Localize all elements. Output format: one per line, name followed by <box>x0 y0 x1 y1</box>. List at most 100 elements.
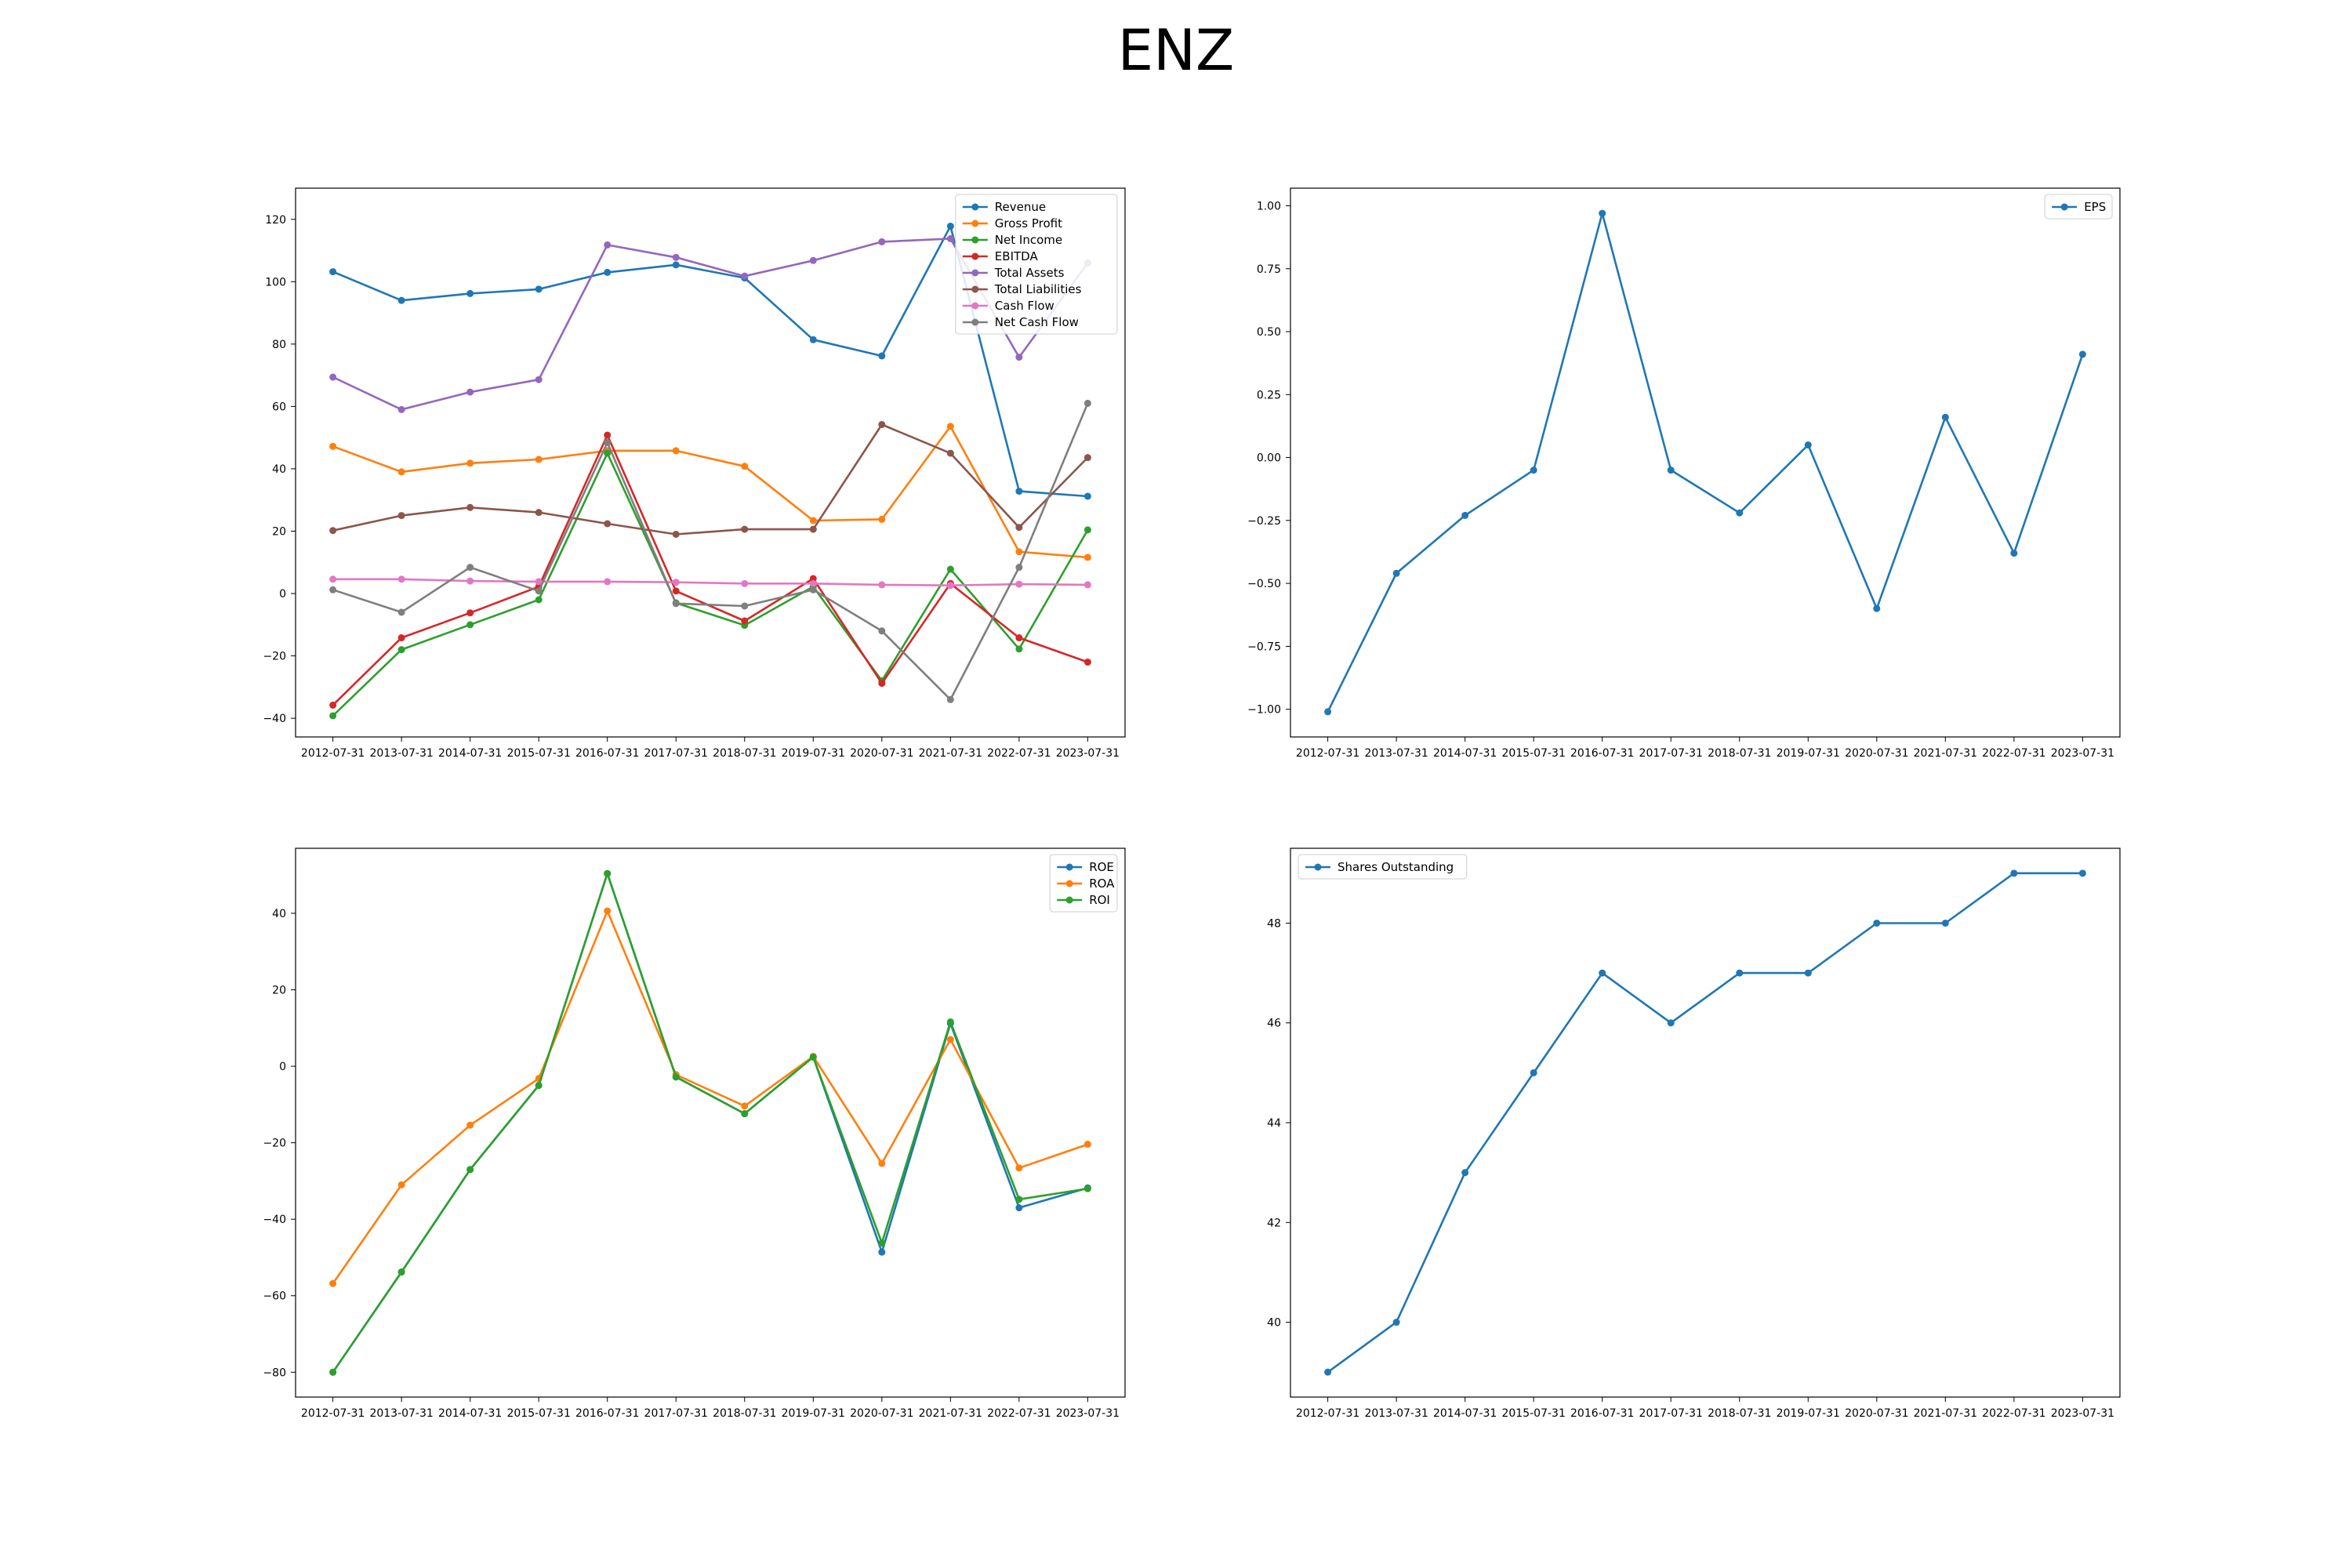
series-revenue-point <box>329 268 337 276</box>
y-tick-label: 40 <box>1267 1317 1281 1330</box>
series-cash-flow-point <box>946 582 954 590</box>
y-tick-label: 0.50 <box>1257 326 1281 339</box>
legend-entry: Net Income <box>995 233 1062 247</box>
y-tick-label: −80 <box>263 1367 286 1379</box>
series-total-assets-point <box>946 234 954 242</box>
y-tick-label: 42 <box>1267 1217 1281 1229</box>
x-tick-label: 2022-07-31 <box>987 747 1051 760</box>
legend-entry: Net Cash Flow <box>995 315 1079 329</box>
series-total-liabilities-point <box>878 420 886 428</box>
x-tick-label: 2023-07-31 <box>2051 1407 2114 1420</box>
x-tick-label: 2020-07-31 <box>850 747 913 760</box>
series-eps-point <box>1392 569 1400 577</box>
series-eps-point <box>1736 509 1744 517</box>
legend-swatch-marker <box>971 252 979 260</box>
series-eps-point <box>1667 466 1675 474</box>
x-tick-label: 2020-07-31 <box>1845 1407 1908 1420</box>
series-total-liabilities-point <box>672 530 680 538</box>
legend-swatch-marker <box>1065 863 1073 871</box>
y-tick-label: 120 <box>265 214 286 227</box>
series-revenue-point <box>878 352 886 360</box>
series-roa-line <box>332 909 1088 1284</box>
y-tick-label: −40 <box>263 1214 286 1226</box>
series-roi-point <box>809 1053 817 1061</box>
series-net-cash-flow-point <box>741 602 749 610</box>
series-gross-profit-point <box>946 423 954 430</box>
series-roa-point <box>1083 1141 1091 1149</box>
series-net-cash-flow-point <box>672 600 680 608</box>
y-tick-label: −20 <box>263 651 286 663</box>
series-ebitda-point <box>1015 634 1023 642</box>
x-tick-label: 2020-07-31 <box>1845 747 1908 760</box>
series-total-assets-point <box>535 376 543 383</box>
series-revenue-point <box>1083 492 1091 500</box>
legend-entry: ROA <box>1089 877 1115 891</box>
y-tick-label: −40 <box>263 713 286 725</box>
y-tick-label: 48 <box>1267 917 1281 930</box>
x-tick-label: 2021-07-31 <box>1914 1407 1977 1420</box>
x-tick-label: 2019-07-31 <box>782 747 845 760</box>
series-roi-point <box>329 1368 337 1376</box>
legend-swatch-marker <box>1065 896 1073 904</box>
series-net-cash-flow-point <box>1083 399 1091 407</box>
x-tick-label: 2018-07-31 <box>713 1407 776 1420</box>
y-tick-label: 40 <box>272 908 286 920</box>
series-ebitda-point <box>741 617 749 625</box>
axes-frame <box>295 187 1126 738</box>
x-tick-label: 2023-07-31 <box>1056 1407 1120 1420</box>
series-roa-point <box>604 907 612 915</box>
legend-entry: EPS <box>2084 200 2106 214</box>
series-revenue-point <box>809 336 817 343</box>
y-tick-label: −0.50 <box>1247 578 1281 590</box>
series-roa-point <box>878 1160 886 1167</box>
x-tick-label: 2021-07-31 <box>1914 747 1977 760</box>
series-net-cash-flow-point <box>466 564 474 572</box>
series-roi-point <box>535 1081 543 1089</box>
legend-swatch-marker <box>971 285 979 293</box>
series-eps-point <box>2078 350 2086 358</box>
x-tick-label: 2021-07-31 <box>919 1407 982 1420</box>
x-tick-label: 2017-07-31 <box>1639 1407 1703 1420</box>
series-roe-line <box>332 872 1088 1374</box>
series-net-cash-flow-point <box>1015 564 1023 572</box>
x-tick-label: 2016-07-31 <box>1570 1407 1634 1420</box>
series-shares-outstanding-point <box>1736 969 1744 977</box>
x-tick-label: 2014-07-31 <box>438 1407 502 1420</box>
legend-swatch-marker <box>971 220 979 227</box>
legend-swatch-marker <box>1065 880 1073 887</box>
series-roi-point <box>672 1073 680 1081</box>
series-gross-profit-point <box>1015 548 1023 556</box>
series-revenue-point <box>604 268 612 276</box>
chart-2: 2012-07-31 2013-07-31 2014-07-31 2015-07-31… <box>1247 187 2121 760</box>
x-tick-label: 2012-07-31 <box>301 1407 365 1420</box>
series-net-income-point <box>1015 645 1023 653</box>
series-gross-profit-point <box>672 447 680 455</box>
series-ebitda-point <box>672 587 680 595</box>
series-roe-point <box>878 1248 886 1256</box>
series-total-liabilities-point <box>535 509 543 517</box>
series-net-income-point <box>946 565 954 573</box>
series-total-liabilities-point <box>1083 454 1091 462</box>
axes-frame <box>1290 848 2121 1398</box>
x-tick-label: 2012-07-31 <box>1296 1407 1359 1420</box>
series-roi-point <box>1015 1196 1023 1203</box>
x-tick-label: 2022-07-31 <box>987 1407 1051 1420</box>
y-tick-label: 1.00 <box>1257 200 1281 212</box>
series-net-income-point <box>329 712 337 720</box>
series-shares-outstanding-line <box>1327 872 2083 1374</box>
series-roi-point <box>1083 1185 1091 1192</box>
series-shares-outstanding-point <box>1941 919 1949 927</box>
series-eps-line <box>1327 212 2084 713</box>
y-tick-label: 44 <box>1267 1117 1281 1130</box>
series-net-cash-flow-point <box>878 627 886 635</box>
series-revenue-point <box>672 261 680 269</box>
legend-entry: Cash Flow <box>995 299 1054 313</box>
series-shares-outstanding-point <box>1804 969 1812 977</box>
x-tick-label: 2016-07-31 <box>575 1407 639 1420</box>
y-tick-label: −1.00 <box>1247 704 1281 717</box>
series-roa-point <box>397 1181 405 1189</box>
series-gross-profit-point <box>809 517 817 524</box>
chart-1: 2012-07-31 2013-07-31 2014-07-31 2015-07-31… <box>263 187 1126 760</box>
series-eps-point <box>1804 441 1812 449</box>
x-tick-label: 2018-07-31 <box>713 747 776 760</box>
